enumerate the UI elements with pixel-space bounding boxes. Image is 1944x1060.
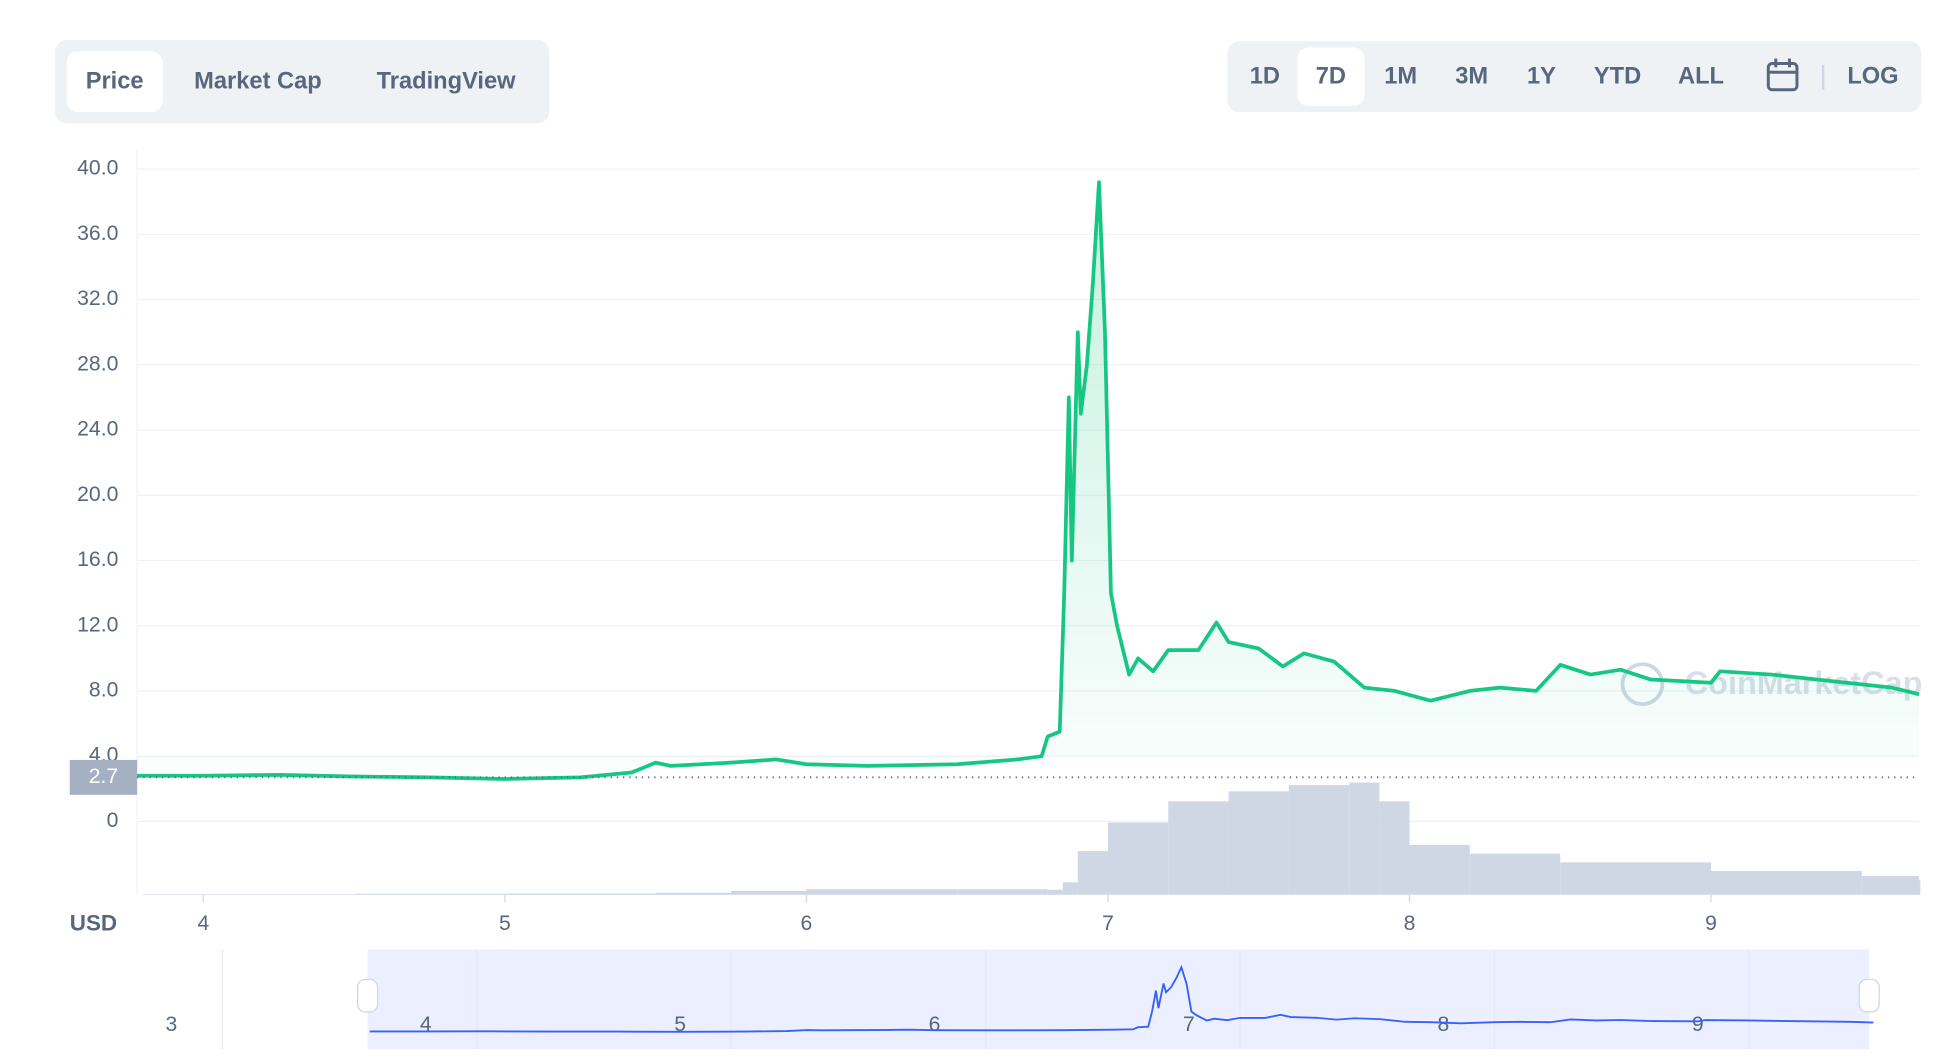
navigator-line — [369, 964, 1874, 1033]
range-button[interactable]: 7D — [1316, 64, 1346, 90]
x-tick-label: 4 — [198, 912, 210, 935]
y-tick-label: 0 — [107, 809, 119, 832]
tab[interactable]: Market Cap — [194, 68, 322, 94]
x-tick-label: 7 — [1102, 912, 1114, 935]
tab-selected — [66, 51, 163, 113]
range-button[interactable]: 1D — [1250, 64, 1280, 90]
navigator-tick-label: 6 — [929, 1013, 941, 1036]
y-tick-label: 8.0 — [89, 679, 118, 702]
tab-bar — [54, 39, 550, 124]
price-line — [137, 180, 1920, 781]
navigator-tick-label: 7 — [1183, 1013, 1195, 1036]
volume-bar — [1228, 791, 1289, 895]
volume-bar — [1077, 851, 1108, 895]
log-button[interactable]: LOG — [1847, 64, 1898, 90]
range-button[interactable]: 1Y — [1527, 64, 1556, 90]
navigator-window — [367, 949, 1870, 1050]
y-tick-label: 20.0 — [77, 483, 118, 506]
range-button[interactable]: 1M — [1384, 64, 1417, 90]
volume-bar — [354, 893, 505, 895]
y-tick-label: 12.0 — [77, 613, 118, 636]
currency-label: USD — [70, 911, 117, 936]
x-tick-label: 5 — [499, 912, 511, 935]
range-selected — [1297, 47, 1365, 106]
navigator-bg — [140, 949, 1920, 1050]
volume-bar — [1168, 801, 1229, 895]
y-tick-label: 32.0 — [77, 287, 118, 310]
volume-bar — [1349, 782, 1380, 895]
volume-bar — [1409, 844, 1470, 895]
volume-bar — [1288, 785, 1350, 895]
volume-bar — [957, 889, 1048, 895]
range-bar — [1227, 41, 1922, 113]
volume-bar — [1062, 882, 1078, 895]
y-tick-label: 40.0 — [77, 157, 118, 180]
current-price-badge — [69, 759, 138, 795]
volume-bar — [1047, 889, 1063, 895]
y-tick-label: 36.0 — [77, 222, 118, 245]
x-tick-label: 6 — [801, 912, 813, 935]
volume-bar — [504, 893, 656, 895]
calendar-icon[interactable] — [1766, 58, 1799, 92]
navigator-handle[interactable] — [1858, 978, 1880, 1013]
navigator-tick-label: 5 — [674, 1013, 686, 1036]
volume-bar — [1919, 879, 1921, 895]
navigator-tick-label: 4 — [420, 1013, 432, 1036]
volume-bar — [655, 892, 732, 895]
x-tick-label: 8 — [1404, 912, 1416, 935]
x-tick-label: 9 — [1705, 912, 1717, 935]
range-button[interactable]: YTD — [1594, 64, 1641, 90]
range-button[interactable]: ALL — [1678, 64, 1724, 90]
navigator-tick-label: 8 — [1437, 1013, 1449, 1036]
volume-bar — [1469, 853, 1561, 895]
price-area — [137, 182, 1920, 779]
y-tick-label: 24.0 — [77, 418, 118, 441]
volume-bar — [731, 891, 807, 895]
volume-bar — [143, 894, 355, 895]
volume-bar — [1861, 876, 1920, 895]
volume-bar — [1107, 822, 1169, 895]
navigator-tick-label: 9 — [1692, 1013, 1704, 1036]
tab[interactable]: TradingView — [377, 68, 517, 94]
volume-bar — [806, 889, 958, 895]
volume-bar — [1379, 801, 1410, 895]
navigator-handle[interactable] — [357, 978, 379, 1013]
y-tick-label: 16.0 — [77, 548, 118, 571]
volume-bar — [1711, 871, 1862, 895]
volume-bar — [1560, 862, 1712, 895]
navigator-tick-label: 3 — [165, 1013, 177, 1036]
tab[interactable]: Price — [86, 68, 144, 94]
range-button[interactable]: 3M — [1455, 64, 1488, 90]
current-price-label: 2.7 — [89, 765, 118, 788]
y-tick-label: 28.0 — [77, 352, 118, 375]
